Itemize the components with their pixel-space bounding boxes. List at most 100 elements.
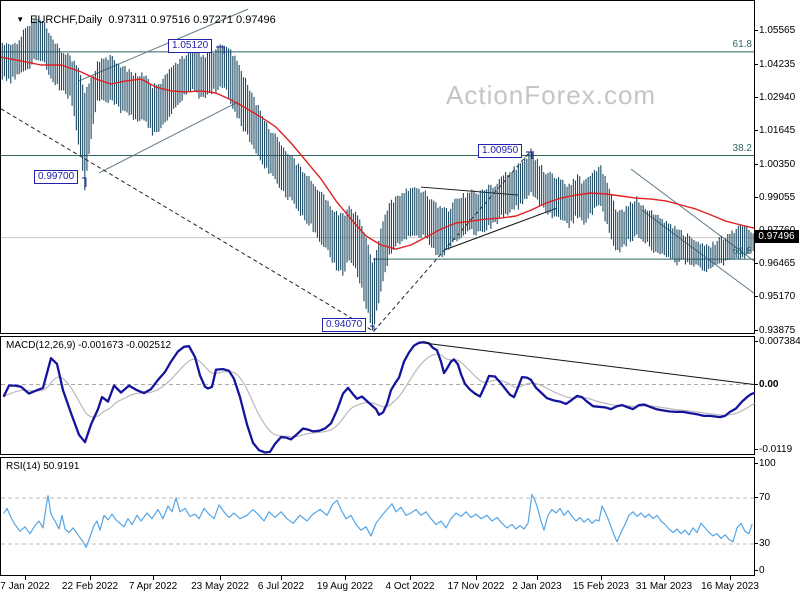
date-tick (281, 576, 282, 580)
price-bar (101, 58, 103, 100)
price-bar (445, 208, 447, 249)
price-bar (94, 71, 96, 113)
price-bar (653, 214, 655, 253)
price-bar (204, 57, 206, 98)
price-bar (505, 172, 507, 214)
price-bar (139, 76, 141, 121)
price-bar (3, 45, 5, 77)
price-axis-tick (754, 97, 758, 99)
macd-axis-tick (754, 341, 758, 343)
price-bar (458, 198, 460, 240)
price-axis-tick (754, 329, 758, 331)
price-bar (526, 158, 528, 199)
price-bar (742, 226, 744, 258)
price-bar (84, 92, 86, 191)
price-bar (710, 247, 712, 269)
price-bar (88, 83, 90, 155)
date-label: 19 Aug 2022 (316, 581, 374, 592)
date-label: 31 Mar 2023 (635, 581, 693, 592)
price-bar (346, 209, 348, 263)
price-bar (135, 72, 137, 120)
price-bar (566, 186, 568, 224)
price-bar (462, 193, 464, 236)
price-bar (177, 64, 179, 105)
downtrend-dashed (1, 108, 374, 332)
price-bar (164, 74, 166, 123)
fib-label-61.8: 61.8 (732, 38, 752, 50)
price-bar (378, 240, 380, 304)
macd-axis-tick (754, 449, 758, 450)
price-bar (158, 83, 160, 132)
price-bar (228, 48, 230, 99)
price-axis-label: 0.93875 (759, 324, 796, 336)
price-bar (22, 29, 24, 72)
macd-panel: MACD(12,26,9) -0.001673 -0.002512 (0, 336, 755, 455)
price-bar (189, 52, 192, 93)
price-bar (412, 187, 414, 236)
price-bar (48, 32, 50, 75)
price-bar (604, 176, 606, 222)
price-bar (646, 210, 648, 242)
price-bar (299, 166, 302, 216)
price-bar (395, 196, 397, 247)
price-bar (297, 163, 299, 211)
price-bar (547, 173, 549, 215)
price-bar (431, 199, 433, 248)
price-bar (71, 61, 73, 106)
date-tick (410, 576, 411, 580)
price-bar (632, 203, 634, 241)
price-bar (371, 262, 373, 331)
price-bar (217, 45, 219, 90)
price-bar (181, 55, 183, 101)
price-bar (418, 188, 420, 238)
price-bar (354, 211, 357, 269)
price-bar (619, 210, 621, 253)
price-bar (96, 61, 99, 101)
price-bar (329, 206, 331, 258)
price-bar (703, 245, 706, 272)
price-bar (665, 221, 667, 257)
price-bar (441, 208, 443, 258)
macd-axis-label: 0.00 (759, 378, 779, 390)
price-bar (725, 238, 727, 261)
price-bar (268, 129, 270, 174)
swing-label-connector (370, 325, 375, 332)
price-bar (37, 19, 39, 61)
price-axis-label: 0.96465 (759, 258, 796, 270)
price-bar (735, 229, 737, 259)
price-bar (285, 151, 287, 198)
price-bar (52, 39, 54, 83)
price-bar (426, 196, 428, 239)
price-axis-label: 1.02940 (759, 92, 796, 104)
price-bar (200, 56, 202, 97)
price-bar (627, 206, 629, 239)
rsi-axis-tick (754, 463, 758, 464)
price-bar (509, 172, 511, 213)
price-bar (674, 225, 676, 263)
price-bar (257, 105, 259, 156)
chevron-down-icon[interactable]: ▼ (16, 15, 25, 24)
date-tick (601, 576, 602, 580)
date-tick (153, 576, 154, 580)
rsi-axis-label: 30 (759, 538, 771, 549)
price-bar (259, 110, 261, 161)
price-bar (503, 175, 505, 219)
price-bar (638, 202, 640, 238)
price-bar (179, 59, 181, 103)
price-bar (221, 44, 223, 89)
price-bar (409, 188, 412, 237)
price-bar (382, 221, 384, 282)
price-bar (564, 183, 566, 221)
price-bar (748, 230, 750, 254)
price-bar (16, 44, 18, 75)
price-bar (266, 122, 268, 168)
price-bar (115, 63, 118, 104)
price-bar (361, 226, 363, 288)
price-bar (428, 199, 431, 245)
price-bar (272, 132, 274, 176)
price-axis-tick (754, 296, 758, 298)
price-bar (464, 197, 467, 235)
price-bar (420, 192, 422, 238)
price-bar (219, 44, 221, 87)
